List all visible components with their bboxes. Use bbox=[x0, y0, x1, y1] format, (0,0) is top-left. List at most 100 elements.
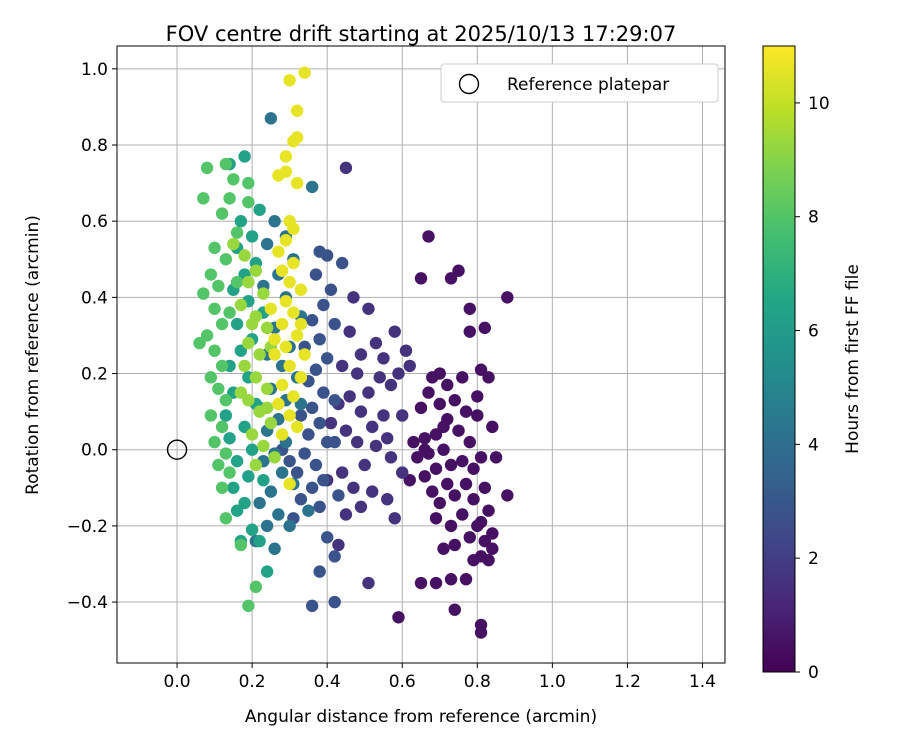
data-point bbox=[238, 496, 251, 510]
legend: Reference platepar bbox=[440, 63, 719, 103]
data-point bbox=[294, 409, 308, 422]
data-point bbox=[242, 336, 255, 350]
data-point bbox=[437, 542, 450, 555]
data-point bbox=[197, 192, 210, 205]
data-point bbox=[242, 275, 255, 289]
data-point bbox=[429, 512, 443, 525]
data-point bbox=[366, 485, 379, 498]
legend-entry-reference: Reference platepar bbox=[507, 75, 669, 95]
data-point bbox=[350, 367, 364, 380]
data-point bbox=[234, 538, 248, 552]
data-point bbox=[238, 150, 251, 163]
data-point bbox=[294, 371, 308, 384]
data-point bbox=[245, 443, 259, 456]
data-point bbox=[388, 325, 401, 338]
data-point bbox=[208, 435, 221, 449]
x-tick-label: 0.6 bbox=[389, 672, 416, 692]
data-point bbox=[283, 477, 296, 491]
data-point bbox=[392, 611, 405, 624]
data-point bbox=[486, 420, 499, 434]
data-point bbox=[377, 409, 390, 422]
data-point bbox=[219, 409, 233, 422]
data-point bbox=[227, 173, 240, 186]
data-point bbox=[290, 176, 304, 190]
data-point bbox=[501, 489, 514, 502]
data-point bbox=[279, 340, 293, 354]
data-point bbox=[257, 439, 270, 453]
data-point bbox=[302, 504, 315, 517]
data-point bbox=[294, 283, 308, 296]
data-point bbox=[268, 451, 281, 464]
data-point bbox=[358, 458, 371, 472]
data-point bbox=[294, 317, 308, 331]
data-point bbox=[234, 298, 248, 312]
data-point bbox=[219, 447, 233, 460]
data-point bbox=[275, 428, 289, 441]
data-point bbox=[193, 336, 206, 350]
data-point bbox=[328, 595, 341, 609]
data-point bbox=[448, 489, 461, 502]
data-point bbox=[215, 317, 229, 331]
data-point bbox=[305, 481, 319, 495]
data-point bbox=[463, 531, 476, 544]
data-point bbox=[204, 409, 218, 422]
data-point bbox=[309, 268, 323, 281]
data-point bbox=[441, 378, 454, 392]
data-point bbox=[219, 157, 233, 171]
data-point bbox=[287, 306, 300, 319]
data-point bbox=[471, 519, 484, 533]
data-point bbox=[238, 249, 251, 262]
data-point bbox=[392, 367, 405, 380]
data-point bbox=[204, 268, 218, 281]
data-point bbox=[478, 321, 492, 335]
data-point bbox=[290, 329, 304, 342]
data-point bbox=[287, 135, 300, 148]
data-point bbox=[260, 321, 274, 335]
data-point bbox=[384, 378, 398, 392]
data-point bbox=[444, 272, 458, 285]
data-point bbox=[230, 317, 244, 331]
data-point bbox=[279, 150, 293, 163]
data-point bbox=[212, 458, 225, 472]
data-point bbox=[332, 538, 345, 552]
data-point bbox=[305, 180, 319, 194]
data-point bbox=[272, 508, 285, 521]
data-point bbox=[414, 401, 428, 415]
data-point bbox=[313, 416, 326, 430]
data-point bbox=[215, 420, 229, 434]
data-point bbox=[362, 386, 375, 399]
data-point bbox=[283, 454, 296, 468]
data-point bbox=[328, 435, 341, 449]
y-tick-label: −0.2 bbox=[67, 517, 108, 537]
data-point bbox=[317, 473, 330, 487]
data-point bbox=[275, 466, 289, 479]
data-point bbox=[429, 462, 443, 475]
data-point bbox=[212, 279, 225, 293]
data-point bbox=[268, 333, 281, 346]
data-point bbox=[396, 466, 409, 479]
data-point bbox=[320, 531, 334, 544]
data-point bbox=[197, 287, 210, 300]
data-point bbox=[260, 401, 274, 415]
plot-frame bbox=[116, 45, 726, 664]
data-point bbox=[249, 371, 263, 384]
data-point bbox=[290, 420, 304, 434]
data-point bbox=[459, 477, 473, 491]
data-point bbox=[219, 394, 233, 407]
data-point bbox=[290, 104, 304, 117]
data-point bbox=[305, 401, 319, 415]
data-point bbox=[418, 432, 431, 445]
data-point bbox=[448, 603, 461, 616]
data-point bbox=[482, 553, 495, 567]
data-point bbox=[204, 371, 218, 384]
data-point bbox=[264, 485, 278, 498]
data-point bbox=[260, 237, 274, 251]
data-point bbox=[249, 264, 263, 277]
colorbar-tick-label: 0 bbox=[808, 663, 819, 683]
data-point bbox=[242, 599, 255, 613]
data-point bbox=[305, 314, 319, 327]
data-point bbox=[369, 439, 383, 453]
data-point bbox=[422, 230, 435, 243]
data-point bbox=[242, 394, 255, 407]
